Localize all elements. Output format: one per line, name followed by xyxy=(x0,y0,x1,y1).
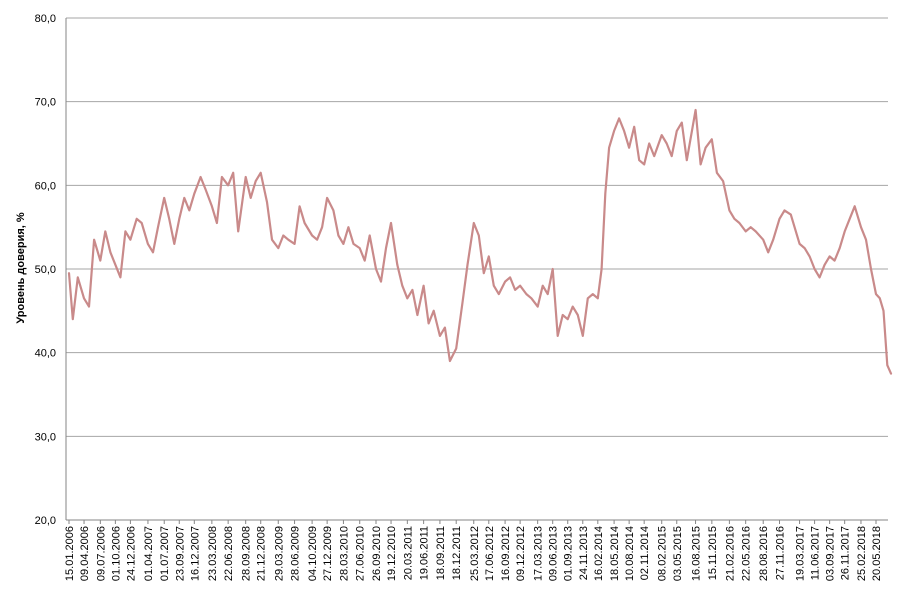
x-tick-label: 04.10.2009 xyxy=(307,526,319,581)
x-tick-label: 03.09.2017 xyxy=(825,526,837,581)
series xyxy=(67,108,893,375)
x-tick-label: 09.07.2006 xyxy=(95,526,107,581)
x-tick-label: 25.02.2018 xyxy=(856,526,868,581)
y-tick-label: 50,0 xyxy=(35,264,56,276)
x-tick-label: 18.09.2011 xyxy=(435,526,447,580)
x-tick-labels: 15.01.2006 09.04.2006 09.07.2006 01.10.2006… xyxy=(64,520,883,581)
x-tick-label: 29.03.2009 xyxy=(273,526,285,581)
x-tick-label: 03.05.2015 xyxy=(672,526,684,581)
x-tick-label: 28.03.2010 xyxy=(338,526,350,581)
x-tick-label: 25.03.2012 xyxy=(469,526,481,581)
x-tick-label: 10.08.2014 xyxy=(624,526,636,581)
x-tick-label: 21.02.2016 xyxy=(724,526,736,581)
x-tick-label: 01.07.2007 xyxy=(159,526,171,581)
x-tick-label: 21.12.2008 xyxy=(256,526,268,581)
x-tick-label: 15.01.2006 xyxy=(64,526,76,581)
x-tick-label: 16.08.2015 xyxy=(691,526,703,581)
x-tick-label: 17.06.2012 xyxy=(484,526,496,581)
x-tick-label: 09.12.2012 xyxy=(515,526,527,581)
y-tick-label: 70,0 xyxy=(35,97,56,109)
axes xyxy=(65,18,888,521)
x-tick-label: 16.09.2012 xyxy=(500,526,512,581)
x-tick-label: 24.12.2006 xyxy=(125,526,137,581)
x-tick-label: 01.09.2013 xyxy=(563,526,575,581)
x-tick-label: 19.12.2010 xyxy=(386,526,398,581)
x-tick-label: 26.11.2017 xyxy=(840,526,852,580)
x-tick-label: 26.09.2010 xyxy=(371,526,383,581)
x-tick-label: 27.11.2016 xyxy=(775,526,787,580)
x-tick-label: 23.03.2008 xyxy=(207,526,219,581)
x-tick-label: 28.08.2016 xyxy=(758,526,770,581)
series-line xyxy=(67,108,893,375)
y-tick-labels: 20,0 30,0 40,0 50,0 60,0 70,0 80,0 xyxy=(35,13,56,527)
x-tick-label: 16.12.2007 xyxy=(189,526,201,581)
x-tick-label: 28.09.2008 xyxy=(241,526,253,581)
gridlines xyxy=(66,17,888,437)
x-tick-label: 23.09.2007 xyxy=(174,526,186,581)
x-tick-label: 11.06.2017 xyxy=(810,526,822,580)
y-tick-label: 60,0 xyxy=(35,180,56,192)
y-axis-title: Уровень доверия, % xyxy=(15,212,27,324)
x-tick-label: 20.03.2011 xyxy=(402,526,414,580)
y-tick-label: 80,0 xyxy=(35,13,56,25)
x-tick-label: 16.02.2014 xyxy=(593,526,605,581)
x-tick-label: 09.04.2006 xyxy=(79,526,91,581)
y-tick-label: 40,0 xyxy=(35,348,56,360)
x-tick-label: 28.06.2009 xyxy=(290,526,302,581)
x-tick-label: 20.05.2018 xyxy=(871,526,883,581)
x-tick-label: 15.11.2015 xyxy=(707,526,719,580)
x-tick-label: 22.05.2016 xyxy=(741,526,753,581)
x-tick-label: 02.11.2014 xyxy=(639,526,651,580)
x-tick-label: 01.04.2007 xyxy=(143,526,155,581)
x-tick-label: 18.12.2011 xyxy=(451,526,463,580)
x-tick-label: 19.06.2011 xyxy=(419,526,431,580)
x-tick-label: 01.10.2006 xyxy=(110,526,122,581)
x-tick-label: 08.02.2015 xyxy=(657,526,669,581)
x-tick-label: 22.06.2008 xyxy=(223,526,235,581)
y-tick-label: 20,0 xyxy=(35,515,56,527)
x-tick-label: 17.03.2013 xyxy=(533,526,545,581)
x-tick-label: 24.11.2013 xyxy=(578,526,590,580)
y-tick-label: 30,0 xyxy=(35,431,56,443)
x-tick-label: 18.05.2014 xyxy=(609,526,621,581)
x-tick-label: 19.03.2017 xyxy=(795,526,807,581)
x-tick-label: 09.06.2013 xyxy=(548,526,560,581)
x-tick-label: 27.12.2009 xyxy=(322,526,334,581)
x-tick-label: 27.06.2010 xyxy=(355,526,367,581)
